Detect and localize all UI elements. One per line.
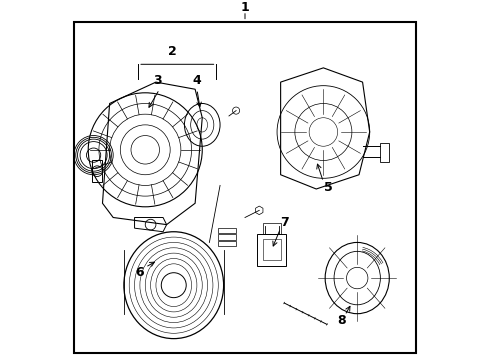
Bar [263, 239, 281, 260]
Text: 8: 8 [337, 314, 345, 327]
Bar [263, 223, 281, 234]
Text: 4: 4 [193, 74, 201, 87]
Bar [218, 240, 236, 246]
Bar [257, 234, 286, 266]
Bar [218, 234, 236, 240]
Text: 6: 6 [136, 266, 144, 279]
Bar [218, 228, 236, 233]
Text: 1: 1 [241, 1, 249, 14]
Bar [380, 143, 389, 162]
Text: 7: 7 [280, 216, 289, 229]
Text: 3: 3 [153, 74, 162, 87]
Text: 2: 2 [168, 45, 176, 58]
Text: 5: 5 [324, 181, 333, 194]
